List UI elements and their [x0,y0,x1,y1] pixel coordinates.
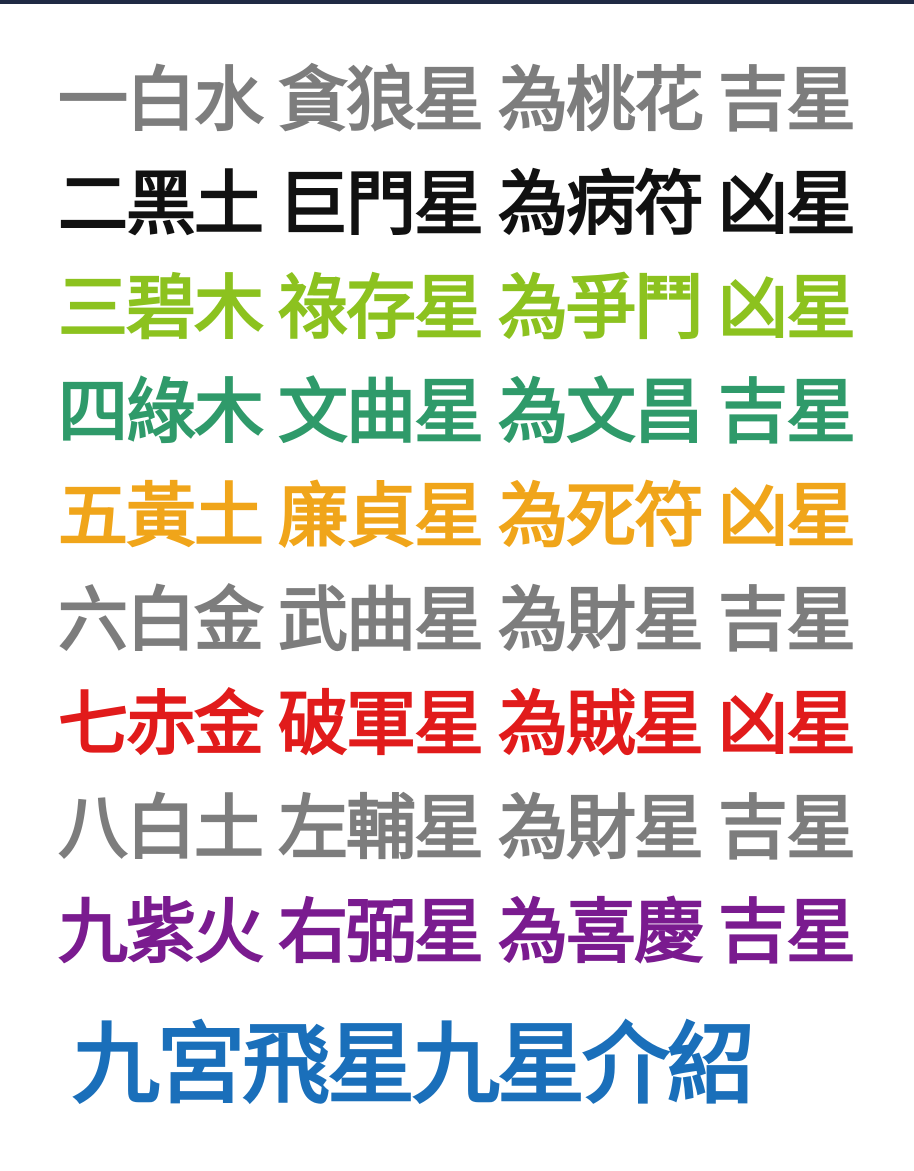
star-nature: 吉星 [718,891,856,973]
star-number-name: 四綠木 [58,371,264,453]
star-nature: 凶星 [718,683,856,765]
star-row-1: 一白水 貪狼星 為桃花 吉星 [58,55,858,145]
star-nature: 凶星 [718,267,856,349]
star-meaning: 為桃花 [498,59,704,141]
star-nature: 吉星 [718,579,856,661]
star-meaning: 為財星 [498,787,704,869]
star-nature: 凶星 [718,475,856,557]
poster-title: 九宮飛星九星介紹 [72,1013,755,1116]
star-row-9: 九紫火 右弼星 為喜慶 吉星 [58,887,858,977]
star-number-name: 六白金 [58,579,264,661]
star-number-name: 五黃土 [58,475,264,557]
star-number-name: 九紫火 [58,891,264,973]
star-title: 左輔星 [278,787,484,869]
star-nature: 吉星 [718,371,856,453]
star-nature: 凶星 [718,163,856,245]
star-number-name: 八白土 [58,787,264,869]
star-title: 文曲星 [278,371,484,453]
star-title: 右弼星 [278,891,484,973]
star-nature: 吉星 [718,59,856,141]
star-meaning: 為賊星 [498,683,704,765]
star-nature: 吉星 [718,787,856,869]
star-meaning: 為文昌 [498,371,704,453]
star-meaning: 為爭鬥 [498,267,704,349]
star-meaning: 為喜慶 [498,891,704,973]
star-row-2: 二黑土 巨門星 為病符 凶星 [58,159,858,249]
star-meaning: 為財星 [498,579,704,661]
star-row-3: 三碧木 祿存星 為爭鬥 凶星 [58,263,858,353]
top-border-strip [0,0,914,4]
star-title: 武曲星 [278,579,484,661]
star-number-name: 三碧木 [58,267,264,349]
star-number-name: 七赤金 [58,683,264,765]
star-row-6: 六白金 武曲星 為財星 吉星 [58,575,858,665]
star-number-name: 一白水 [58,59,264,141]
star-number-name: 二黑土 [58,163,264,245]
star-row-5: 五黃土 廉貞星 為死符 凶星 [58,471,858,561]
star-row-7: 七赤金 破軍星 為賊星 凶星 [58,679,858,769]
star-title: 貪狼星 [278,59,484,141]
star-title: 破軍星 [278,683,484,765]
star-title: 廉貞星 [278,475,484,557]
star-title: 祿存星 [278,267,484,349]
star-title: 巨門星 [278,163,484,245]
star-row-8: 八白土 左輔星 為財星 吉星 [58,783,858,873]
star-meaning: 為病符 [498,163,704,245]
star-meaning: 為死符 [498,475,704,557]
star-row-4: 四綠木 文曲星 為文昌 吉星 [58,367,858,457]
